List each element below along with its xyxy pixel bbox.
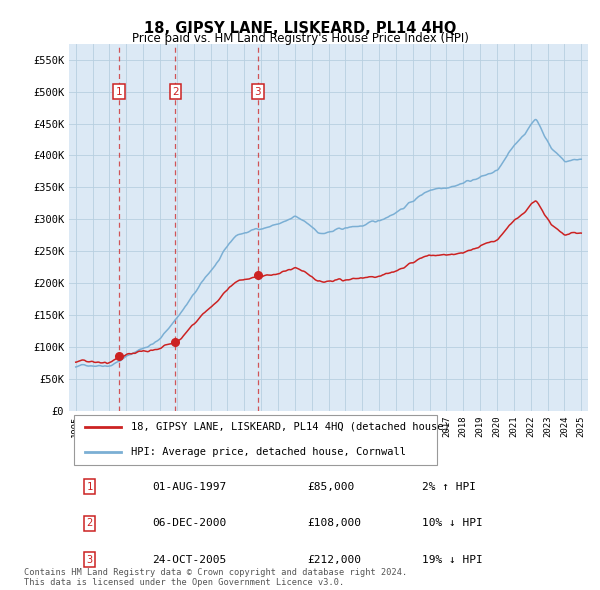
Text: 24-OCT-2005: 24-OCT-2005 bbox=[152, 555, 226, 565]
Text: HPI: Average price, detached house, Cornwall: HPI: Average price, detached house, Corn… bbox=[131, 447, 406, 457]
FancyBboxPatch shape bbox=[74, 415, 437, 466]
Text: Price paid vs. HM Land Registry's House Price Index (HPI): Price paid vs. HM Land Registry's House … bbox=[131, 32, 469, 45]
Text: 01-AUG-1997: 01-AUG-1997 bbox=[152, 481, 226, 491]
Text: £108,000: £108,000 bbox=[308, 518, 362, 528]
Text: 2: 2 bbox=[86, 518, 93, 528]
Text: 06-DEC-2000: 06-DEC-2000 bbox=[152, 518, 226, 528]
Text: 2% ↑ HPI: 2% ↑ HPI bbox=[422, 481, 476, 491]
Text: 1: 1 bbox=[86, 481, 93, 491]
Text: 1: 1 bbox=[116, 87, 122, 97]
Text: £212,000: £212,000 bbox=[308, 555, 362, 565]
Text: 18, GIPSY LANE, LISKEARD, PL14 4HQ: 18, GIPSY LANE, LISKEARD, PL14 4HQ bbox=[144, 21, 456, 35]
Text: 18, GIPSY LANE, LISKEARD, PL14 4HQ (detached house): 18, GIPSY LANE, LISKEARD, PL14 4HQ (deta… bbox=[131, 422, 450, 432]
Text: 2: 2 bbox=[172, 87, 179, 97]
Text: Contains HM Land Registry data © Crown copyright and database right 2024.
This d: Contains HM Land Registry data © Crown c… bbox=[24, 568, 407, 587]
Text: 19% ↓ HPI: 19% ↓ HPI bbox=[422, 555, 482, 565]
Text: £85,000: £85,000 bbox=[308, 481, 355, 491]
Text: 3: 3 bbox=[86, 555, 93, 565]
Text: 10% ↓ HPI: 10% ↓ HPI bbox=[422, 518, 482, 528]
Text: 3: 3 bbox=[254, 87, 261, 97]
